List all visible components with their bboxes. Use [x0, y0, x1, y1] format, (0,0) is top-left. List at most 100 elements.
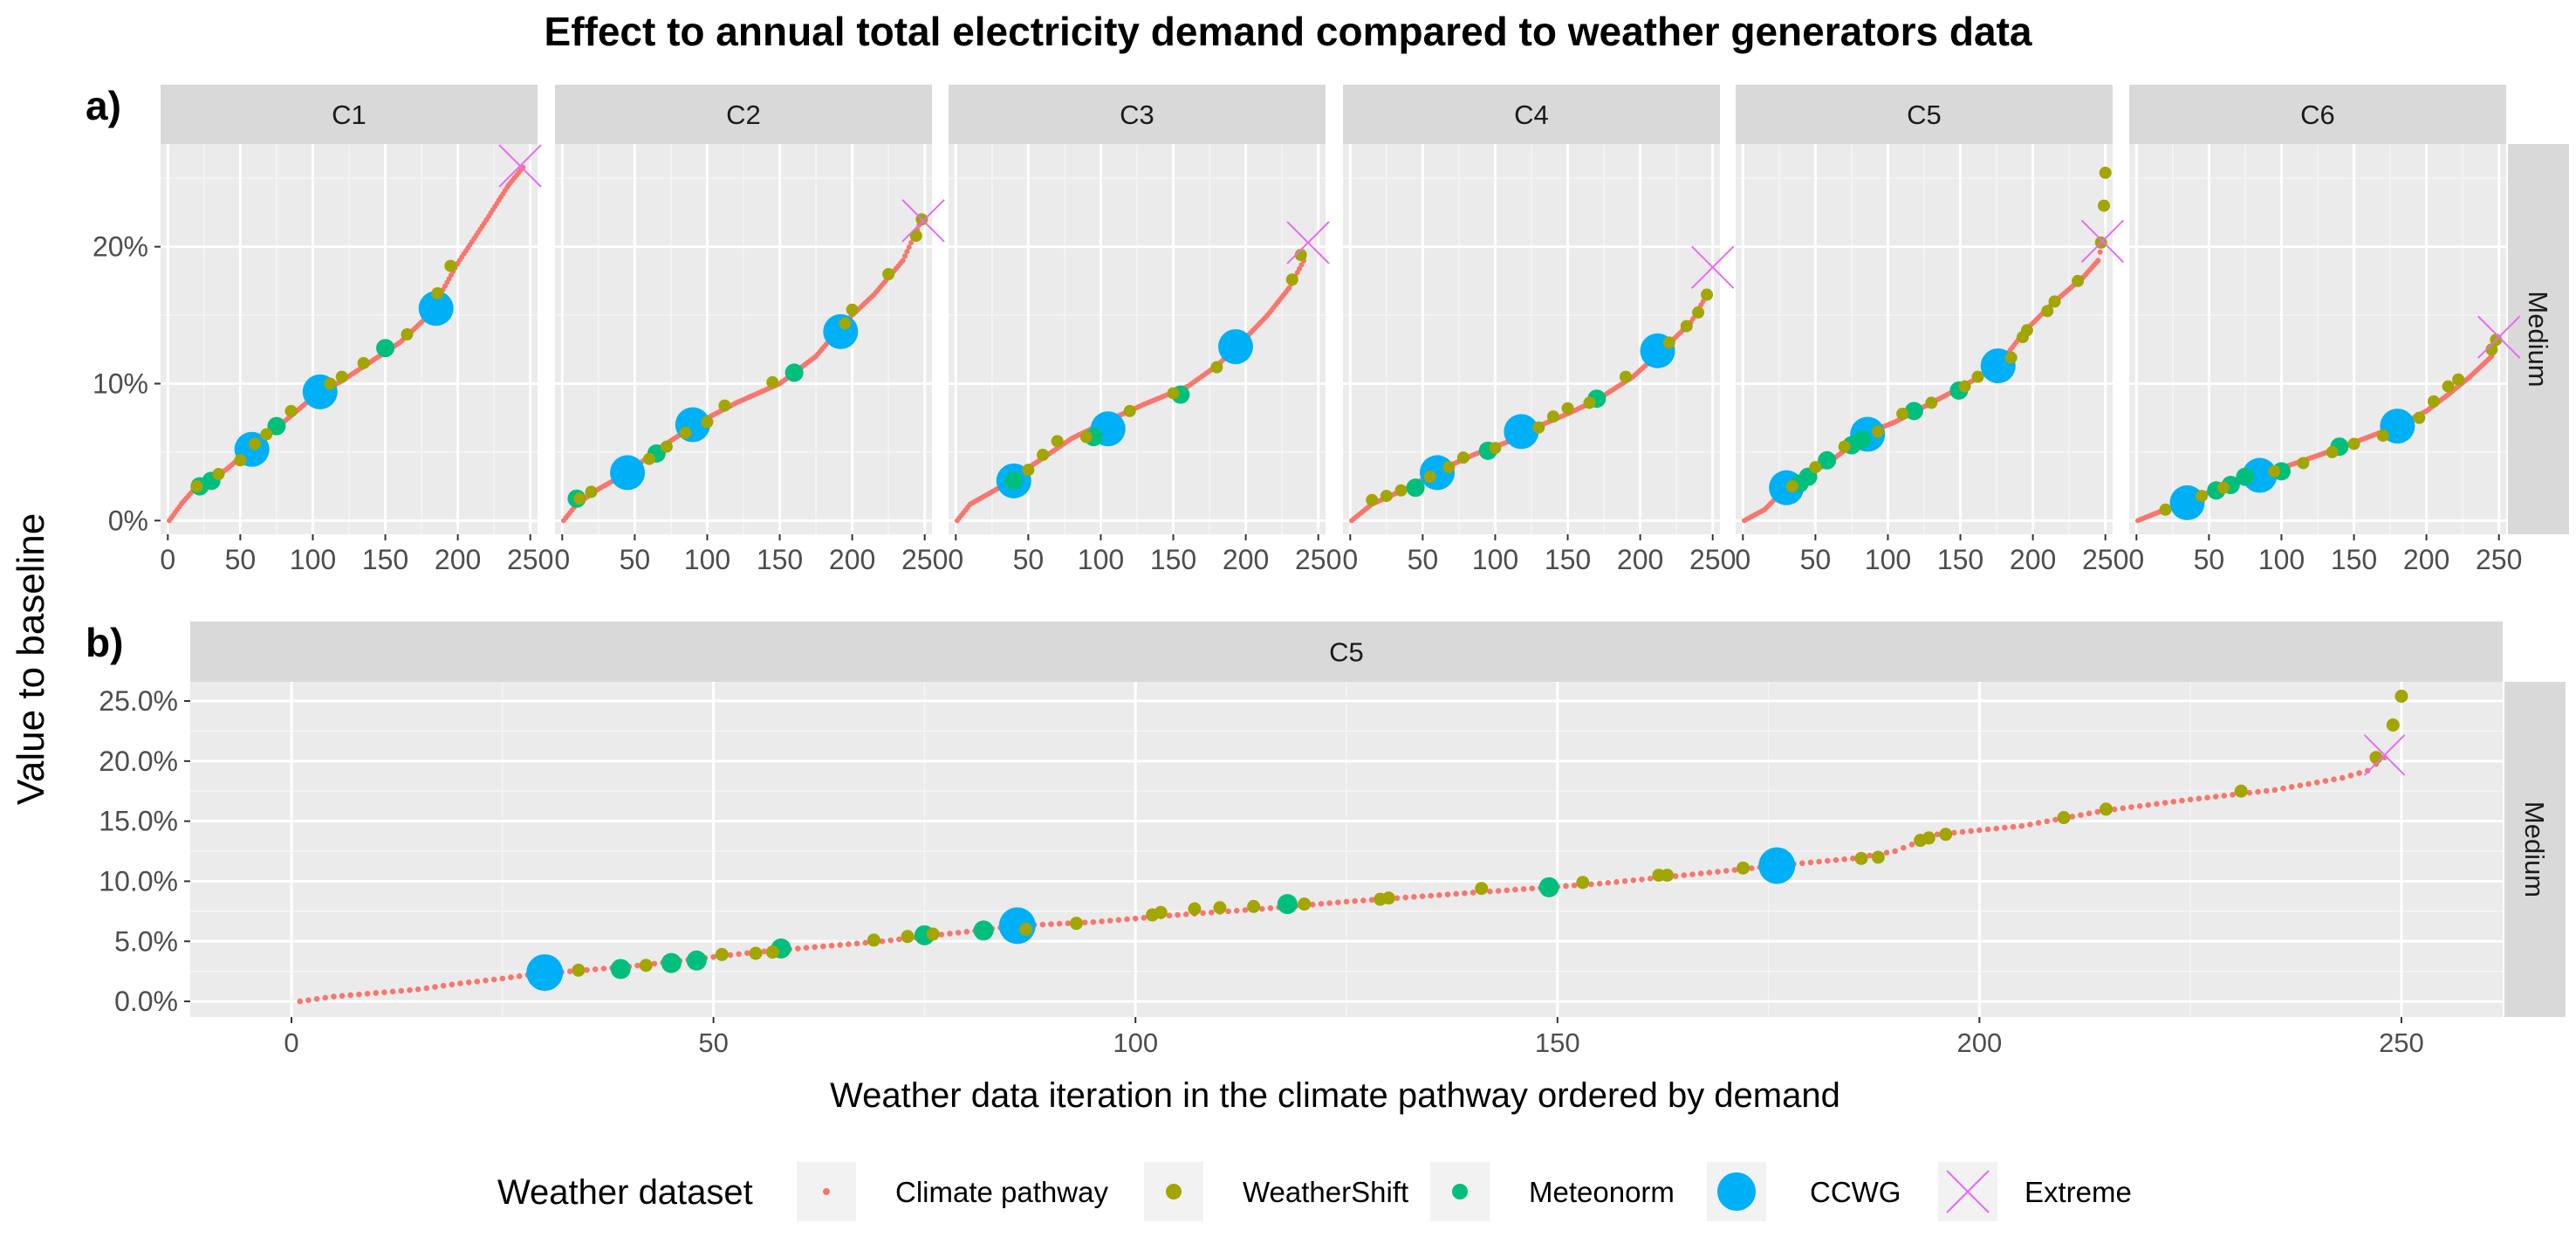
- x-tick-label: 200: [1956, 1027, 2002, 1058]
- legend-item-label: Climate pathway: [895, 1176, 1108, 1208]
- pathway-point: [2035, 820, 2042, 826]
- pathway-point: [1141, 915, 1148, 921]
- pathway-point: [1335, 899, 1341, 905]
- pathway-point: [1175, 911, 1181, 918]
- meteonorm-point: [1277, 894, 1298, 915]
- pathway-point: [508, 974, 514, 980]
- pathway-point: [1968, 828, 1974, 835]
- pathway-point: [2162, 800, 2168, 806]
- x-tick-label: 250: [2476, 544, 2522, 575]
- pathway-point: [1901, 844, 1907, 851]
- pathway-point: [1605, 879, 1612, 886]
- pathway-point: [1132, 915, 1139, 922]
- pathway-point: [1286, 285, 1292, 291]
- weathershift-point: [1701, 288, 1714, 301]
- x-tick-label: 150: [757, 544, 803, 575]
- weathershift-point: [766, 375, 779, 388]
- weathershift-point: [2196, 490, 2209, 503]
- extreme-point: [2477, 315, 2521, 359]
- pathway-point: [634, 962, 641, 969]
- pathway-point: [1115, 917, 1122, 924]
- weathershift-point: [1939, 828, 1953, 842]
- pathway-point: [1182, 911, 1189, 917]
- weathershift-point: [2004, 351, 2018, 364]
- weathershift-point: [1838, 440, 1851, 453]
- pathway-point: [1242, 907, 1249, 913]
- weathershift-point: [1037, 449, 1049, 462]
- facet-strip: [161, 85, 538, 144]
- pathway-point: [1748, 865, 1755, 871]
- weathershift-point: [1018, 923, 1032, 937]
- x-tick-label: 250: [901, 544, 948, 575]
- pathway-point: [744, 950, 750, 957]
- pathway-point: [407, 986, 413, 993]
- pathway-point: [1368, 897, 1375, 904]
- y-tick-label: 20.0%: [99, 746, 178, 777]
- weathershift-point: [2413, 411, 2426, 424]
- x-tick-label: 50: [1800, 544, 1832, 575]
- pathway-point: [1571, 882, 1578, 889]
- pathway-point: [736, 951, 742, 958]
- ccwg-point: [526, 954, 564, 992]
- facet-strip: [1343, 85, 1720, 144]
- pathway-point: [2313, 779, 2320, 786]
- x-tick-label: 50: [225, 544, 257, 575]
- pathway-point: [820, 943, 826, 950]
- weathershift-point: [1737, 861, 1750, 875]
- pathway-point: [727, 952, 734, 959]
- weathershift-point: [1809, 461, 1822, 474]
- pathway-point: [1444, 891, 1451, 897]
- pathway-point: [592, 966, 599, 972]
- meteonorm-point: [2236, 467, 2255, 486]
- x-tick-label: 200: [1223, 544, 1269, 575]
- x-tick-label: 100: [684, 544, 730, 575]
- weathershift-point: [2268, 464, 2281, 478]
- meteonorm-point: [661, 952, 682, 973]
- weathershift-point: [1620, 370, 1632, 383]
- pathway-point: [2095, 258, 2101, 264]
- pathway-point: [600, 966, 607, 972]
- weathershift-point: [901, 930, 915, 944]
- weathershift-point: [1423, 471, 1436, 484]
- meteonorm-point: [784, 363, 804, 382]
- pathway-point: [1816, 858, 1822, 865]
- pathway-point: [906, 244, 912, 251]
- pathway-point: [1681, 872, 1688, 878]
- pathway-point: [908, 240, 915, 246]
- pathway-point: [440, 982, 447, 989]
- pathway-point: [2305, 780, 2312, 787]
- weathershift-point: [1662, 336, 1675, 349]
- weathershift-point: [2376, 430, 2389, 443]
- pathway-point: [2145, 801, 2152, 808]
- weathershift-point: [1070, 917, 1084, 931]
- legend-key-mark: [1166, 1184, 1182, 1199]
- x-tick-label: 200: [2403, 544, 2449, 575]
- extreme-point: [901, 199, 945, 243]
- facet-strip: [190, 622, 2503, 682]
- pathway-point: [2187, 796, 2194, 803]
- meteonorm-point: [1538, 876, 1559, 897]
- pathway-point: [2196, 795, 2203, 802]
- ccwg-point: [1758, 847, 1796, 884]
- y-tick-label: 25.0%: [99, 685, 178, 717]
- legend-key-mark: [1717, 1172, 1756, 1211]
- weathershift-point: [284, 404, 298, 417]
- weathershift-point: [867, 933, 880, 947]
- x-tick-label: 200: [435, 544, 481, 575]
- row-strip: [2504, 682, 2566, 1017]
- weathershift-point: [1366, 493, 1379, 506]
- pathway-point: [1411, 894, 1417, 900]
- weathershift-point: [2347, 437, 2360, 450]
- pathway-point: [1258, 905, 1265, 912]
- pathway-point: [1908, 842, 1915, 848]
- meteonorm-point: [267, 416, 286, 436]
- pathway-point: [1225, 908, 1231, 915]
- x-tick-label: 100: [1113, 1027, 1158, 1058]
- pathway-point: [2331, 776, 2337, 783]
- weathershift-point: [1922, 831, 1935, 845]
- facet-strip: [949, 85, 1326, 144]
- meteonorm-point: [686, 950, 707, 971]
- pathway-point: [1715, 869, 1721, 875]
- y-tick-label: 20%: [92, 231, 148, 263]
- pathway-point: [331, 993, 337, 1000]
